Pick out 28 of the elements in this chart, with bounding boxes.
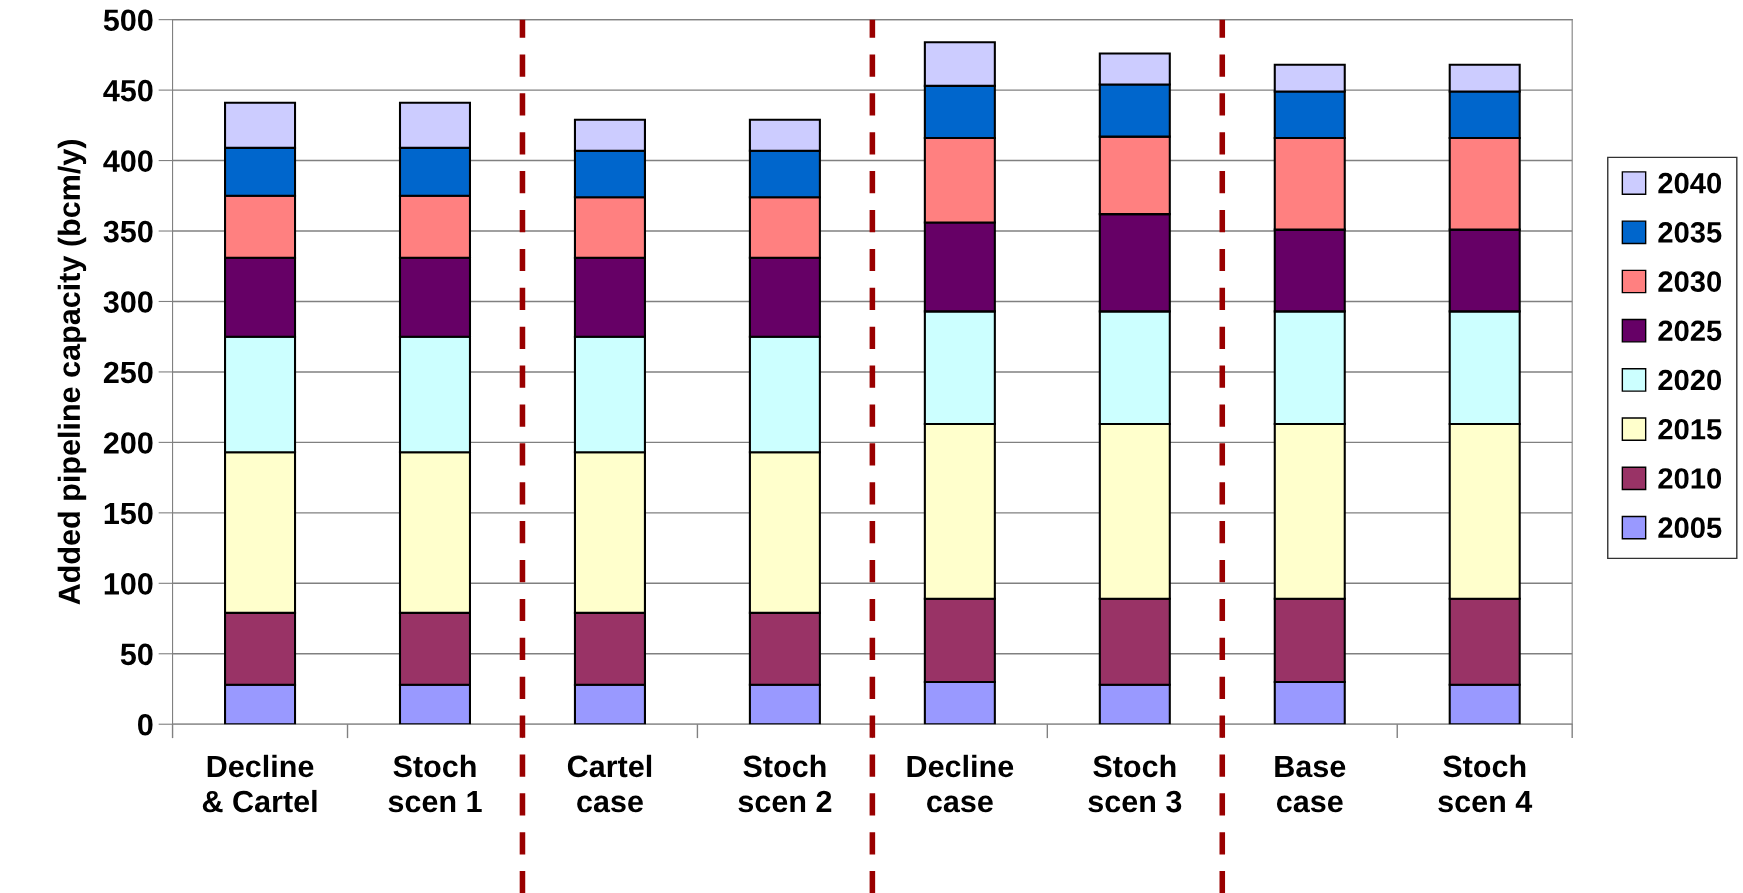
- legend-label: 2025: [1658, 320, 1722, 342]
- legend-label: 2030: [1658, 271, 1722, 292]
- legend-label: 2005: [1658, 517, 1722, 539]
- y-tick-label: 50: [120, 643, 153, 666]
- y-tick-label: 500: [103, 9, 153, 32]
- y-tick-label: 200: [103, 432, 153, 454]
- legend-label: 2010: [1658, 468, 1722, 489]
- legend-label: 2040: [1658, 172, 1722, 194]
- y-tick-label: 350: [103, 220, 153, 243]
- x-tick-label: Stoch scen 3: [1088, 754, 1182, 813]
- x-tick-label: Stoch scen 1: [388, 754, 482, 813]
- y-tick-label: 450: [103, 79, 153, 102]
- y-tick-label: 100: [104, 573, 153, 595]
- y-tick-label: 250: [103, 361, 153, 384]
- y-tick-label: 0: [138, 713, 153, 736]
- x-tick-label: Stoch scen 4: [1438, 754, 1533, 813]
- x-tick-label: Decline & Cartel: [202, 754, 317, 813]
- y-axis-title: Added pipeline capacity (bcm/y): [57, 139, 87, 605]
- x-tick-label: Decline case: [907, 754, 1014, 813]
- x-tick-label: Cartel case: [567, 754, 652, 813]
- legend-label: 2020: [1658, 369, 1722, 391]
- y-tick-label: 150: [104, 502, 153, 525]
- x-tick-label: Base case: [1275, 755, 1346, 813]
- legend-label: 2015: [1658, 418, 1722, 440]
- x-tick-label: Stoch scen 2: [738, 754, 832, 813]
- y-tick-label: 400: [103, 150, 153, 172]
- legend-label: 2035: [1658, 222, 1722, 243]
- y-tick-label: 300: [103, 291, 153, 313]
